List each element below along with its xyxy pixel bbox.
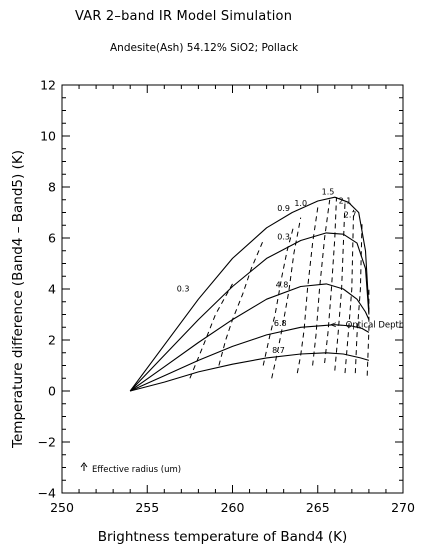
point-label: 4.8 (276, 281, 289, 290)
radius-curve-series (130, 352, 370, 392)
optical-depth-line (312, 199, 331, 366)
point-label: 0.9 (277, 204, 290, 213)
annotations: <-- Optical Depth Effective radius (um) (80, 320, 405, 475)
chart-subtitle: Andesite(Ash) 54.12% SiO2; Pollack (110, 42, 299, 54)
radius-curve-series (129, 283, 370, 392)
optical-depth-line (218, 240, 264, 366)
y-tick-label: 10 (40, 129, 56, 144)
x-tick-label: 255 (135, 500, 159, 515)
point-label: 6.8 (274, 319, 287, 328)
optical-depth-line (296, 207, 319, 374)
optical-depth-line (334, 202, 346, 371)
optical-depth-lines (189, 197, 370, 379)
point-label: 0.3 (177, 285, 190, 294)
radius-curve-series (129, 232, 370, 392)
optical-depth-line (271, 217, 302, 379)
x-axis-label: Brightness temperature of Band4 (K) (98, 529, 348, 545)
y-tick-label: 4 (48, 282, 56, 297)
chart-title: VAR 2–band IR Model Simulation (75, 9, 293, 24)
optical-depth-line (354, 220, 363, 374)
point-label: 2.1 (339, 197, 352, 206)
y-tick-label: 2 (48, 333, 56, 348)
up-arrow-icon (80, 462, 88, 471)
plot-axes: 250 255 260 265 270 −4 −2 0 2 4 6 8 10 12 Brightness t… (10, 78, 415, 546)
point-label: 2.7 (344, 211, 357, 220)
y-tick-label: 0 (48, 384, 56, 399)
radius-curve-series (129, 196, 370, 392)
optical-depth-line (366, 289, 370, 376)
optical-depth-label: <-- Optical Depth (330, 320, 405, 330)
radius-curve-series (129, 324, 370, 392)
point-label: 1.0 (294, 199, 307, 208)
point-label: 0.3 (277, 232, 290, 241)
point-labels: 0.9 1.0 1.5 2.1 2.7 0.3 0.3 4.8 6.8 8.7 (177, 188, 357, 355)
y-tick-label: −4 (38, 486, 56, 501)
x-tick-label: 265 (306, 500, 330, 515)
optical-depth-line (189, 283, 233, 379)
point-label: 1.5 (322, 188, 335, 197)
y-axis-label: Temperature difference (Band4 – Band5) (… (10, 150, 26, 449)
point-label: 8.7 (272, 346, 285, 355)
optical-depth-line (262, 225, 295, 366)
x-tick-label: 250 (50, 500, 74, 515)
x-tick-label: 270 (391, 500, 415, 515)
y-tick-label: −2 (38, 435, 56, 450)
radius-curves (129, 196, 370, 392)
x-tick-label: 260 (221, 500, 245, 515)
optical-depth-line (324, 197, 337, 364)
y-tick-label: 12 (40, 78, 56, 93)
effective-radius-label: Effective radius (um) (92, 465, 181, 475)
optical-depth-line (344, 209, 355, 374)
y-tick-label: 6 (48, 231, 56, 246)
y-tick-label: 8 (48, 180, 56, 195)
